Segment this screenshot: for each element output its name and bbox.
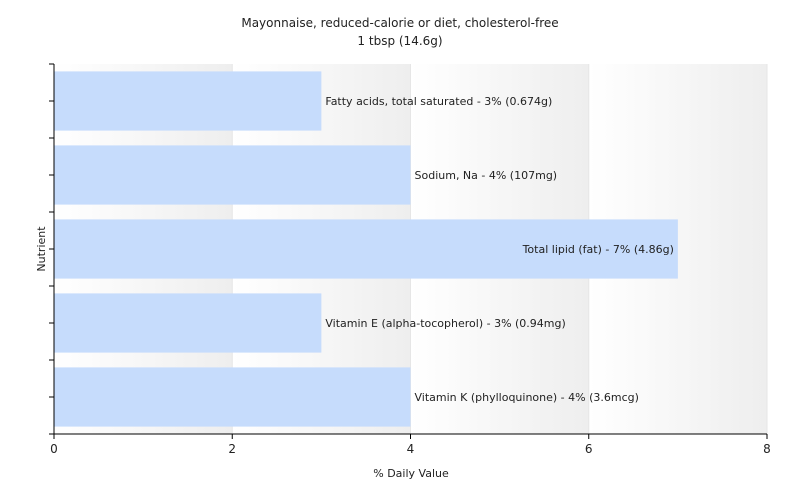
bar-label: Fatty acids, total saturated - 3% (0.674… xyxy=(325,95,552,108)
chart-title: Mayonnaise, reduced-calorie or diet, cho… xyxy=(241,16,558,30)
bar xyxy=(54,293,322,353)
x-tick-label: 8 xyxy=(763,442,771,456)
bar-label: Total lipid (fat) - 7% (4.86g) xyxy=(522,243,674,256)
x-ticks: 0 2 4 6 8 xyxy=(50,434,771,456)
bar xyxy=(54,71,322,131)
x-axis-title: % Daily Value xyxy=(373,467,449,480)
y-axis-title: Nutrient xyxy=(35,226,48,272)
bar-label: Vitamin E (alpha-tocopherol) - 3% (0.94m… xyxy=(325,317,565,330)
x-tick-label: 2 xyxy=(228,442,236,456)
bar xyxy=(54,367,411,427)
bar xyxy=(54,145,411,205)
bar-label: Sodium, Na - 4% (107mg) xyxy=(415,169,558,182)
bars: Fatty acids, total saturated - 3% (0.674… xyxy=(54,71,678,427)
bar xyxy=(54,219,678,279)
bar-label: Vitamin K (phylloquinone) - 4% (3.6mcg) xyxy=(415,391,639,404)
x-tick-label: 0 xyxy=(50,442,58,456)
x-tick-label: 6 xyxy=(585,442,593,456)
chart-subtitle: 1 tbsp (14.6g) xyxy=(357,34,442,48)
x-tick-label: 4 xyxy=(407,442,415,456)
